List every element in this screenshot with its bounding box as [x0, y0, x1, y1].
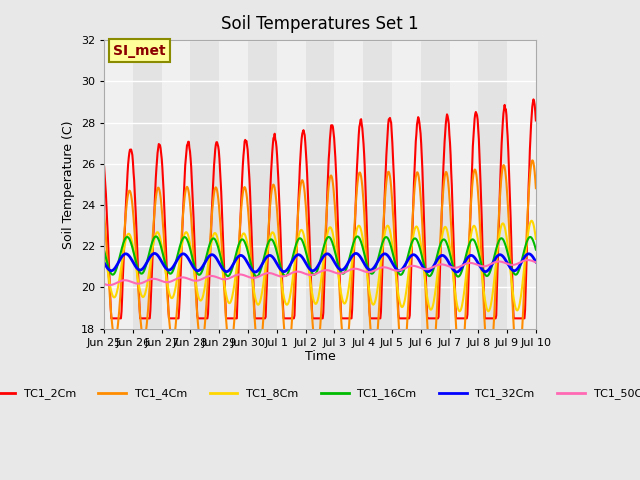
TC1_16Cm — [196, 272, 204, 277]
Title: Soil Temperatures Set 1: Soil Temperatures Set 1 — [221, 15, 419, 33]
TC1_32Cm — [153, 252, 161, 257]
TC1_50Cm — [153, 276, 161, 282]
TC1_50Cm — [220, 276, 227, 282]
TC1_4Cm — [485, 367, 493, 372]
TC1_16Cm — [100, 248, 108, 253]
X-axis label: Time: Time — [305, 350, 335, 363]
TC1_2Cm — [372, 315, 380, 321]
TC1_32Cm — [151, 251, 159, 256]
TC1_50Cm — [372, 267, 380, 273]
Line: TC1_50Cm: TC1_50Cm — [104, 260, 536, 285]
TC1_8Cm — [484, 308, 492, 314]
TC1_32Cm — [197, 266, 205, 272]
Line: TC1_8Cm: TC1_8Cm — [104, 221, 536, 311]
TC1_4Cm — [384, 169, 392, 175]
Line: TC1_2Cm: TC1_2Cm — [104, 99, 536, 318]
TC1_8Cm — [100, 246, 108, 252]
TC1_8Cm — [532, 236, 540, 242]
TC1_8Cm — [196, 298, 204, 303]
Bar — [133, 40, 162, 329]
TC1_2Cm — [385, 117, 392, 122]
TC1_16Cm — [385, 239, 393, 244]
Bar — [478, 40, 507, 329]
Text: SI_met: SI_met — [113, 44, 165, 58]
TC1_2Cm — [530, 96, 538, 102]
TC1_50Cm — [197, 276, 205, 282]
TC1_50Cm — [100, 281, 108, 287]
Y-axis label: Soil Temperature (C): Soil Temperature (C) — [62, 120, 76, 249]
TC1_50Cm — [524, 257, 531, 263]
Legend: TC1_2Cm, TC1_4Cm, TC1_8Cm, TC1_16Cm, TC1_32Cm, TC1_50Cm: TC1_2Cm, TC1_4Cm, TC1_8Cm, TC1_16Cm, TC1… — [0, 384, 640, 404]
TC1_4Cm — [372, 349, 380, 355]
TC1_2Cm — [532, 118, 540, 123]
TC1_8Cm — [528, 218, 536, 224]
TC1_50Cm — [532, 259, 540, 265]
TC1_8Cm — [108, 291, 116, 297]
TC1_16Cm — [354, 234, 362, 240]
TC1_8Cm — [152, 230, 160, 236]
TC1_50Cm — [109, 282, 116, 288]
TC1_4Cm — [219, 266, 227, 272]
TC1_2Cm — [109, 315, 116, 321]
TC1_32Cm — [385, 254, 392, 260]
TC1_8Cm — [219, 272, 227, 277]
TC1_2Cm — [100, 164, 108, 170]
TC1_50Cm — [106, 282, 113, 288]
TC1_16Cm — [253, 274, 260, 279]
TC1_8Cm — [372, 297, 380, 303]
TC1_4Cm — [529, 157, 536, 163]
TC1_4Cm — [532, 185, 540, 191]
Bar — [420, 40, 449, 329]
Line: TC1_16Cm: TC1_16Cm — [104, 237, 536, 276]
TC1_2Cm — [153, 158, 161, 164]
TC1_16Cm — [108, 272, 116, 277]
TC1_4Cm — [152, 191, 160, 197]
TC1_16Cm — [532, 247, 540, 252]
TC1_32Cm — [220, 267, 227, 273]
TC1_32Cm — [100, 260, 108, 265]
TC1_4Cm — [100, 211, 108, 217]
TC1_32Cm — [532, 259, 540, 265]
TC1_16Cm — [373, 261, 381, 267]
Line: TC1_32Cm: TC1_32Cm — [104, 253, 536, 272]
Bar — [248, 40, 277, 329]
TC1_16Cm — [152, 234, 160, 240]
TC1_2Cm — [220, 252, 227, 258]
TC1_16Cm — [219, 264, 227, 269]
Bar — [191, 40, 220, 329]
TC1_50Cm — [385, 265, 392, 271]
Bar — [363, 40, 392, 329]
TC1_2Cm — [197, 315, 205, 321]
TC1_32Cm — [108, 268, 116, 274]
TC1_32Cm — [452, 269, 460, 275]
TC1_2Cm — [108, 315, 115, 321]
TC1_8Cm — [384, 223, 392, 229]
Line: TC1_4Cm: TC1_4Cm — [104, 160, 536, 370]
TC1_4Cm — [108, 320, 116, 325]
TC1_4Cm — [196, 340, 204, 346]
TC1_32Cm — [372, 262, 380, 267]
Bar — [306, 40, 334, 329]
